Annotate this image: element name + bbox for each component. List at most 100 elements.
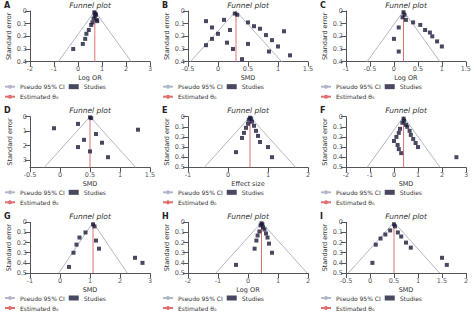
svg-text:1.5: 1.5	[303, 65, 313, 73]
svg-text:-0.5: -0.5	[340, 277, 353, 285]
svg-text:0.2: 0.2	[175, 32, 185, 40]
svg-text:Standard error: Standard error	[163, 12, 171, 60]
svg-text:Pseudo 95% CI: Pseudo 95% CI	[336, 83, 381, 90]
svg-text:0: 0	[58, 171, 62, 179]
svg-text:0: 0	[23, 7, 27, 15]
svg-text:Funnel plot: Funnel plot	[69, 212, 112, 221]
svg-text:-0.5: -0.5	[24, 171, 37, 179]
svg-text:0.5: 0.5	[175, 269, 185, 277]
svg-text:0: 0	[392, 65, 396, 73]
svg-text:0.1: 0.1	[333, 20, 343, 28]
svg-text:SMD: SMD	[399, 286, 414, 294]
svg-text:Pseudo 95% CI: Pseudo 95% CI	[178, 189, 223, 196]
svg-text:0.5: 0.5	[333, 163, 343, 171]
svg-text:0.3: 0.3	[17, 249, 27, 257]
svg-text:0.3: 0.3	[333, 143, 343, 151]
svg-text:Studies: Studies	[84, 83, 106, 90]
svg-text:D: D	[4, 106, 11, 115]
svg-text:Pseudo 95% CI: Pseudo 95% CI	[336, 189, 381, 196]
svg-text:0.3: 0.3	[175, 249, 185, 257]
svg-text:Estimated θ₀: Estimated θ₀	[20, 93, 59, 100]
svg-text:Funnel plot: Funnel plot	[385, 106, 428, 115]
svg-text:0.1: 0.1	[175, 123, 185, 131]
svg-text:0.1: 0.1	[333, 228, 343, 236]
svg-text:-1: -1	[367, 171, 373, 179]
svg-text:2: 2	[118, 277, 122, 285]
svg-text:0: 0	[181, 218, 185, 226]
svg-text:0.2: 0.2	[17, 32, 27, 40]
svg-text:0.5: 0.5	[413, 65, 423, 73]
svg-text:A: A	[4, 1, 11, 10]
svg-text:0.3: 0.3	[333, 249, 343, 257]
svg-text:Standard error: Standard error	[6, 118, 14, 166]
svg-text:2: 2	[440, 171, 444, 179]
svg-text:0.1: 0.1	[175, 20, 185, 28]
svg-text:0.2: 0.2	[175, 133, 185, 141]
svg-text:Studies: Studies	[242, 83, 264, 90]
svg-text:Estimated θ₀: Estimated θ₀	[178, 305, 217, 312]
svg-text:Estimated θ₀: Estimated θ₀	[20, 305, 59, 312]
svg-text:SMD: SMD	[241, 74, 256, 82]
svg-text:Standard error: Standard error	[321, 118, 329, 166]
svg-text:1: 1	[440, 65, 444, 73]
svg-text:2: 2	[306, 171, 310, 179]
svg-text:H: H	[162, 212, 169, 221]
svg-text:Estimated θ₀: Estimated θ₀	[178, 93, 217, 100]
svg-text:0.1: 0.1	[175, 228, 185, 236]
svg-text:Funnel plot: Funnel plot	[227, 1, 270, 10]
svg-text:0.4: 0.4	[333, 259, 343, 267]
svg-text:0.5: 0.5	[243, 65, 253, 73]
svg-text:0: 0	[392, 171, 396, 179]
svg-text:0.3: 0.3	[17, 45, 27, 53]
svg-text:0.5: 0.5	[175, 163, 185, 171]
svg-text:Pseudo 95% CI: Pseudo 95% CI	[178, 295, 223, 302]
svg-text:0.5: 0.5	[17, 269, 27, 277]
svg-text:0.2: 0.2	[175, 239, 185, 247]
svg-text:Funnel plot: Funnel plot	[227, 106, 270, 115]
svg-text:0: 0	[216, 65, 220, 73]
svg-text:2: 2	[464, 277, 468, 285]
svg-text:2: 2	[306, 277, 310, 285]
svg-text:-1: -1	[343, 65, 349, 73]
svg-text:G: G	[4, 212, 11, 221]
svg-text:0: 0	[368, 277, 372, 285]
svg-text:Estimated θ₀: Estimated θ₀	[178, 199, 217, 206]
svg-text:0: 0	[339, 7, 343, 15]
svg-text:1.5: 1.5	[437, 277, 447, 285]
svg-text:2: 2	[23, 142, 27, 150]
svg-text:Pseudo 95% CI: Pseudo 95% CI	[20, 83, 65, 90]
svg-text:Log OR: Log OR	[394, 74, 418, 82]
svg-text:Estimated θ₀: Estimated θ₀	[20, 199, 59, 206]
svg-text:-1: -1	[27, 277, 33, 285]
svg-text:0.2: 0.2	[333, 133, 343, 141]
svg-text:Funnel plot: Funnel plot	[385, 212, 428, 221]
svg-text:B: B	[162, 1, 168, 10]
svg-text:0.2: 0.2	[333, 32, 343, 40]
svg-text:Standard error: Standard error	[321, 12, 329, 60]
svg-text:-1: -1	[185, 171, 191, 179]
svg-text:SMD: SMD	[83, 286, 98, 294]
svg-text:Standard error: Standard error	[163, 118, 171, 166]
svg-text:0: 0	[181, 113, 185, 121]
svg-text:1: 1	[276, 65, 280, 73]
svg-text:0.4: 0.4	[17, 58, 27, 66]
svg-text:Estimated θ₀: Estimated θ₀	[336, 199, 375, 206]
svg-text:F: F	[320, 106, 325, 115]
svg-text:0.2: 0.2	[17, 239, 27, 247]
svg-text:Funnel plot: Funnel plot	[227, 212, 270, 221]
svg-text:1: 1	[88, 277, 92, 285]
svg-text:0: 0	[339, 218, 343, 226]
svg-text:C: C	[320, 1, 326, 10]
svg-text:1: 1	[416, 277, 420, 285]
svg-text:-0.5: -0.5	[182, 65, 195, 73]
svg-text:0: 0	[181, 7, 185, 15]
svg-text:0.4: 0.4	[175, 153, 185, 161]
svg-text:Studies: Studies	[400, 83, 422, 90]
svg-text:SMD: SMD	[83, 180, 98, 188]
svg-text:Studies: Studies	[242, 295, 264, 302]
svg-text:SMD: SMD	[399, 180, 414, 188]
svg-text:Standard error: Standard error	[5, 224, 13, 272]
svg-text:0.4: 0.4	[333, 153, 343, 161]
svg-text:Funnel plot: Funnel plot	[385, 1, 428, 10]
svg-text:E: E	[162, 106, 167, 115]
